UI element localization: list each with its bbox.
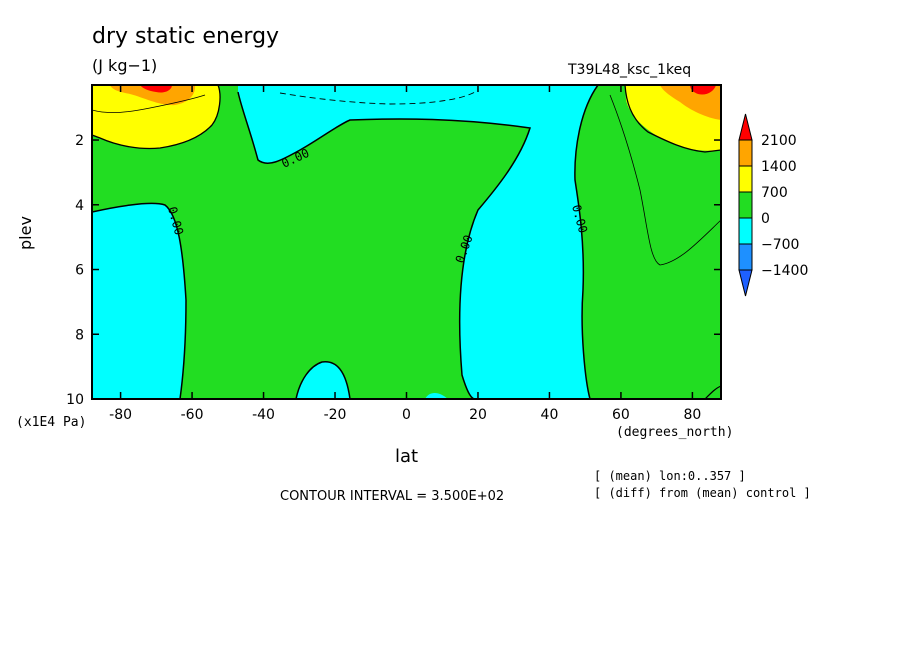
region-neg-bottom2 [425,392,448,399]
contour-line-700-right [624,85,721,153]
colorbar-label: 0 [761,211,770,227]
colorbar-swatch [738,243,753,271]
contour-fill-layer [92,85,721,399]
x-axis-ticks: -80 -60 -40 -20 0 20 40 60 80 [109,85,701,423]
note-mean: [ (mean) lon:0..357 ] [594,469,746,483]
contour-line-thin-left [92,94,206,114]
colorbar-label: −1400 [761,263,808,279]
colorbar-label: 1400 [761,159,797,175]
chart-units: (J kg−1) [92,56,158,75]
colorbar-label: −700 [761,237,799,253]
colorbar-label: 2100 [761,133,797,149]
x-tick-label: 60 [612,407,630,423]
x-tick-label: 20 [469,407,487,423]
colorbar: 2100 1400 700 0 −700 −1400 [738,113,808,297]
contour-line-thin-right [609,94,721,266]
region-700-left [92,85,220,149]
contour-interval: CONTOUR INTERVAL = 3.500E+02 [280,489,505,504]
x-tick-label: 0 [402,407,411,423]
colorbar-swatch [738,139,753,167]
contour-line-dashed [279,91,476,105]
chart-title: dry static energy [92,24,280,49]
y-axis-ticks: 2 4 6 8 10 [66,133,721,408]
note-diff: [ (diff) from (mean) control ] [594,486,811,500]
region-neg-left [92,203,186,399]
run-name: T39L48_ksc_1keq [568,62,692,78]
x-axis-unit: (degrees_north) [616,425,734,440]
colorbar-swatch [738,165,753,193]
contour-line-left [92,202,187,399]
contour-line-corner [704,385,721,399]
y-tick-label: 6 [75,263,84,279]
region-1400-left [110,85,196,106]
y-tick-label: 4 [75,198,84,214]
y-axis-unit: (x1E4 Pa) [16,415,87,430]
x-tick-label: -20 [324,407,347,423]
x-tick-label: 40 [541,407,559,423]
contour-line-700-left [92,85,221,150]
y-tick-label: 10 [66,392,84,408]
contour-line-bottom [295,361,351,399]
colorbar-label: 700 [761,185,788,201]
colorbar-bottom-arrow [738,269,753,297]
region-2100-left [140,85,172,93]
region-neg-center [238,85,598,399]
colorbar-swatch [738,191,753,219]
x-axis-label: lat [395,446,419,467]
colorbar-top-arrow [738,113,753,141]
x-tick-label: -40 [252,407,275,423]
y-tick-label: 8 [75,327,84,343]
contour-line-center [237,91,531,399]
colorbar-swatch [738,217,753,245]
x-tick-label: -60 [181,407,204,423]
x-tick-label: -80 [109,407,132,423]
x-tick-label: 80 [683,407,701,423]
region-2100-right [690,85,716,95]
y-tick-label: 2 [75,133,84,149]
contour-line-layer [92,85,721,399]
contour-line-right [574,85,599,399]
